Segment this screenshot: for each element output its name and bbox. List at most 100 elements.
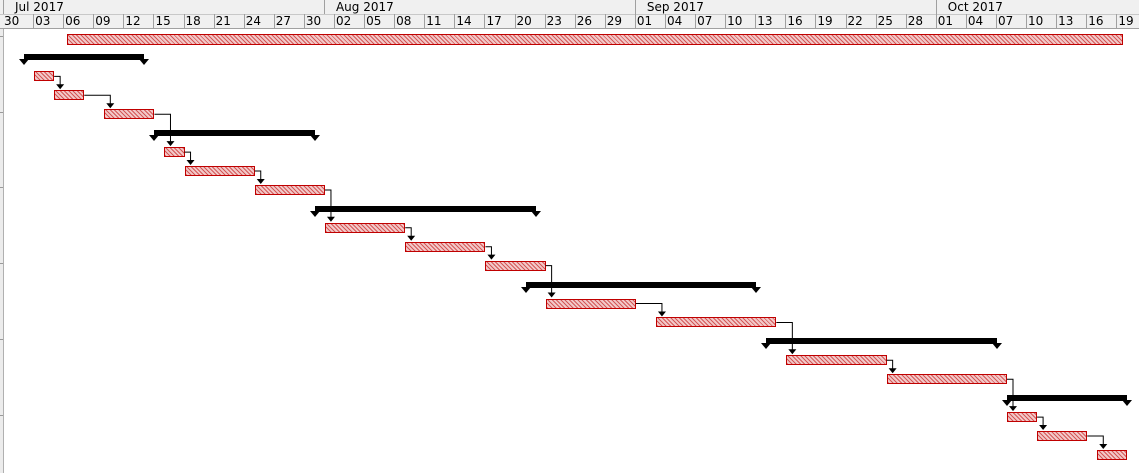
day-tick-label: 23 xyxy=(546,14,562,28)
day-tick-label: 01 xyxy=(636,14,653,28)
day-tick-label: 22 xyxy=(847,14,863,28)
tick-divider xyxy=(1086,14,1088,29)
tick-divider xyxy=(664,14,666,29)
dependency-link[interactable] xyxy=(324,189,332,218)
summary-end-cap xyxy=(139,59,150,66)
summary-start-cap xyxy=(19,59,30,66)
day-tick-label: 16 xyxy=(1088,14,1104,28)
day-tick-label: 07 xyxy=(997,14,1014,28)
tick-divider xyxy=(755,14,757,29)
dependency-link[interactable] xyxy=(485,246,492,256)
summary-end-cap xyxy=(991,343,1002,350)
tier-separator xyxy=(0,14,1139,15)
task-bar[interactable] xyxy=(254,184,325,195)
dependency-link[interactable] xyxy=(405,227,412,237)
summary-bar[interactable] xyxy=(314,205,536,212)
day-tick-label: 05 xyxy=(366,14,382,28)
task-bar[interactable] xyxy=(34,71,55,82)
summary-start-cap xyxy=(520,286,531,293)
dependency-link[interactable] xyxy=(54,75,61,86)
tick-divider xyxy=(33,14,35,29)
day-tick-label: 04 xyxy=(967,14,984,28)
summary-end-cap xyxy=(1122,400,1133,407)
day-tick-label: 03 xyxy=(35,14,51,28)
dependency-link[interactable] xyxy=(886,359,894,370)
link-arrowhead xyxy=(166,141,175,147)
day-tick-label: 18 xyxy=(185,14,201,28)
tick-divider xyxy=(875,14,877,29)
project-summary-bar[interactable] xyxy=(67,33,1124,45)
day-tick-label: 15 xyxy=(155,14,171,28)
task-bar[interactable] xyxy=(786,355,887,366)
tick-divider xyxy=(995,14,997,29)
month-label: Jul 2017 xyxy=(15,0,64,14)
task-bar[interactable] xyxy=(324,222,406,233)
day-tick-label: 25 xyxy=(877,14,893,28)
tick-divider xyxy=(123,14,125,29)
dependency-link[interactable] xyxy=(184,151,192,162)
dependency-link[interactable] xyxy=(776,321,793,351)
day-tick-label: 30 xyxy=(305,14,322,28)
day-tick-label: 27 xyxy=(275,14,292,28)
summary-bar[interactable] xyxy=(1007,395,1128,402)
row-gutter xyxy=(0,29,4,473)
dependency-link[interactable] xyxy=(1087,435,1104,445)
tick-divider xyxy=(604,14,606,29)
tick-divider xyxy=(333,14,335,29)
day-tick-label: 04 xyxy=(666,14,683,28)
summary-bar[interactable] xyxy=(525,281,757,288)
tick-divider xyxy=(454,14,456,29)
link-arrowhead xyxy=(1039,425,1048,431)
day-tick-label: 16 xyxy=(787,14,803,28)
day-tick-label: 13 xyxy=(1058,14,1074,28)
summary-start-cap xyxy=(1002,400,1012,407)
tick-divider xyxy=(514,14,516,29)
tick-divider xyxy=(1026,14,1028,29)
day-tick-label: 26 xyxy=(576,14,592,28)
dependency-link[interactable] xyxy=(1037,416,1044,427)
task-bar[interactable] xyxy=(485,260,546,271)
task-bar[interactable] xyxy=(104,109,155,120)
link-arrowhead xyxy=(56,84,65,90)
tick-divider xyxy=(935,14,937,29)
tick-divider xyxy=(63,14,65,29)
dependency-link[interactable] xyxy=(635,303,663,313)
link-arrowhead xyxy=(186,160,195,166)
summary-start-cap xyxy=(149,135,160,142)
task-bar[interactable] xyxy=(1007,412,1038,423)
dependency-link[interactable] xyxy=(84,94,111,105)
dependency-link[interactable] xyxy=(545,265,553,294)
task-bar[interactable] xyxy=(1037,431,1088,442)
summary-bar[interactable] xyxy=(24,54,145,61)
link-arrowhead xyxy=(326,216,335,222)
link-arrowhead xyxy=(407,235,416,241)
task-bar[interactable] xyxy=(886,374,1007,385)
task-bar[interactable] xyxy=(655,317,777,328)
day-tick-label: 02 xyxy=(335,14,352,28)
day-tick-label: 19 xyxy=(817,14,833,28)
task-bar[interactable] xyxy=(1097,449,1128,460)
task-bar[interactable] xyxy=(405,241,486,252)
summary-end-cap xyxy=(309,135,320,142)
day-tick-label: 17 xyxy=(486,14,502,28)
summary-start-cap xyxy=(309,210,320,217)
summary-bar[interactable] xyxy=(766,338,997,345)
task-bar[interactable] xyxy=(545,298,636,309)
day-tick-label: 30 xyxy=(4,14,20,28)
task-bar[interactable] xyxy=(164,147,185,158)
summary-bar[interactable] xyxy=(154,130,315,137)
tick-divider xyxy=(1056,14,1058,29)
row-gridline xyxy=(0,263,3,265)
link-arrowhead xyxy=(1099,443,1108,449)
tick-divider xyxy=(243,14,245,29)
link-arrowhead xyxy=(106,103,115,109)
task-bar[interactable] xyxy=(184,166,255,176)
day-tick-label: 13 xyxy=(757,14,773,28)
task-bar[interactable] xyxy=(54,90,85,101)
day-tick-label: 06 xyxy=(65,14,81,28)
day-tick-label: 11 xyxy=(426,14,442,28)
month-divider xyxy=(935,0,937,14)
tick-divider xyxy=(965,14,967,29)
dependency-link[interactable] xyxy=(254,170,262,180)
